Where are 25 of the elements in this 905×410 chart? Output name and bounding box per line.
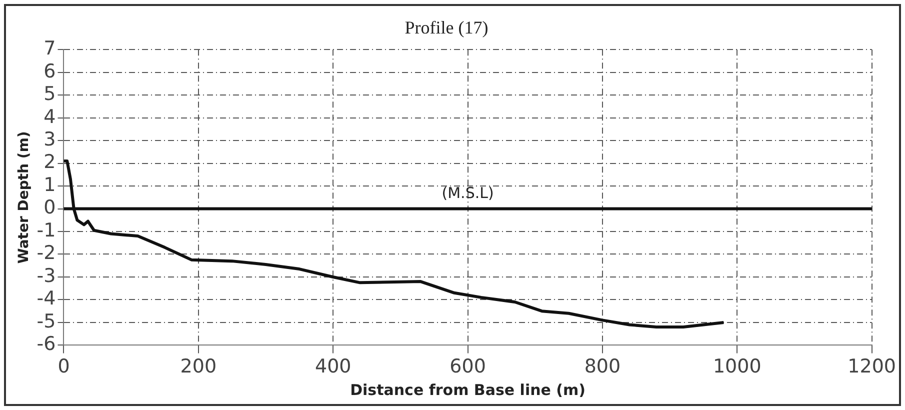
chart-title: Profile (17) <box>404 18 488 38</box>
x-tick-label: 1200 <box>848 356 896 378</box>
ref-line-label: (M.S.L) <box>442 184 494 202</box>
x-tick-label: 400 <box>314 356 352 378</box>
y-axis-title: Water Depth (m) <box>16 131 32 264</box>
y-tick-label: -5 <box>36 310 56 332</box>
y-tick-label: 5 <box>44 83 56 106</box>
x-tick-label: 600 <box>450 356 486 378</box>
x-tick-label: 1000 <box>712 356 762 378</box>
x-tick-label: 800 <box>584 356 621 378</box>
y-tick-label: 4 <box>44 106 56 128</box>
x-axis-title: Distance from Base line (m) <box>350 380 586 399</box>
y-tick-label: 2 <box>44 151 56 174</box>
y-tick-label: -1 <box>36 219 56 242</box>
x-tick-label: 0 <box>58 356 70 378</box>
y-tick-label: 7 <box>44 38 56 60</box>
y-tick-label: 0 <box>44 196 56 219</box>
y-tick-label: 1 <box>44 174 56 196</box>
y-tick-label: 6 <box>44 60 56 82</box>
y-tick-label: -2 <box>36 242 56 264</box>
y-tick-label: -6 <box>36 333 56 356</box>
x-tick-label: 200 <box>180 356 217 378</box>
y-tick-label: -4 <box>36 288 56 310</box>
y-tick-label: 3 <box>44 128 56 150</box>
y-tick-label: -3 <box>36 264 56 287</box>
